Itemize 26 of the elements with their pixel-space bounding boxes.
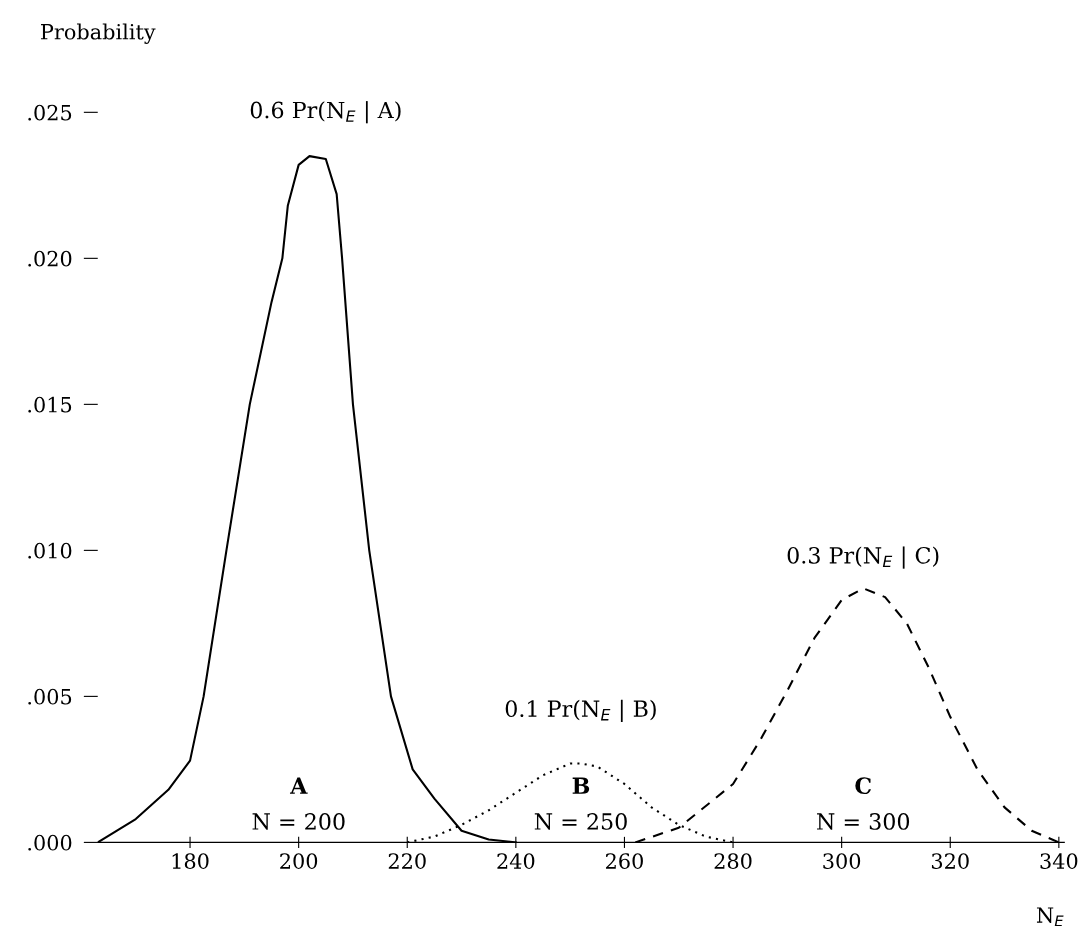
- y-tick-label: .010: [28, 542, 72, 559]
- x-tick-label: 260: [605, 853, 643, 869]
- annotation: 0.3 Pr(N$_{E}$ | C): [787, 546, 939, 569]
- y-axis-title: Probability: [41, 23, 156, 44]
- x-tick-label: 300: [823, 853, 861, 869]
- y-tick-label: .000: [28, 834, 72, 851]
- y-tick-label: .025: [28, 104, 72, 121]
- annotation: N = 300: [817, 813, 910, 830]
- x-axis-title: N$_{E}$: [1036, 907, 1064, 927]
- annotation: 0.6 Pr(N$_{E}$ | A): [250, 101, 401, 124]
- annotation: C: [855, 777, 871, 795]
- x-tick-label: 240: [497, 853, 535, 869]
- annotation: 0.1 Pr(N$_{E}$ | B): [505, 699, 656, 722]
- annotation: A: [289, 777, 308, 794]
- annotation: B: [572, 777, 590, 794]
- y-tick-label: .005: [28, 688, 72, 705]
- x-tick-label: 220: [388, 853, 426, 869]
- x-tick-label: 340: [1040, 853, 1078, 869]
- y-tick-label: .015: [28, 396, 72, 413]
- x-tick-label: 180: [172, 853, 209, 869]
- x-tick-label: 320: [931, 853, 969, 869]
- x-tick-label: 200: [280, 853, 318, 869]
- y-tick-label: .020: [28, 250, 72, 267]
- x-tick-label: 280: [714, 853, 752, 869]
- annotation: N = 250: [534, 813, 627, 830]
- annotation: N = 200: [252, 813, 345, 830]
